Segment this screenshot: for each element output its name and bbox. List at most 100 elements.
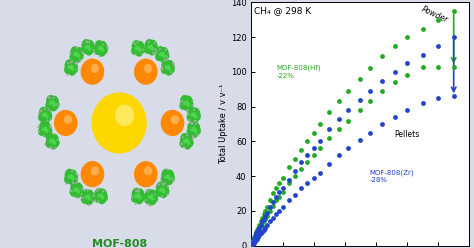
Circle shape — [134, 59, 158, 85]
Circle shape — [75, 63, 77, 65]
Circle shape — [76, 68, 78, 70]
Circle shape — [94, 199, 96, 202]
Circle shape — [73, 52, 77, 57]
Circle shape — [66, 118, 70, 123]
Point — [260, 212, 268, 216]
Circle shape — [81, 45, 89, 54]
Circle shape — [157, 182, 164, 190]
Circle shape — [81, 59, 104, 85]
Circle shape — [132, 189, 139, 198]
Point — [297, 186, 305, 190]
Circle shape — [54, 147, 56, 150]
Point — [378, 122, 386, 126]
Circle shape — [85, 40, 87, 42]
Circle shape — [71, 67, 75, 71]
Circle shape — [138, 195, 142, 200]
Circle shape — [149, 40, 156, 48]
Circle shape — [41, 112, 49, 120]
Circle shape — [74, 183, 82, 191]
Circle shape — [143, 49, 145, 51]
Circle shape — [47, 108, 49, 111]
Circle shape — [99, 193, 103, 197]
Point — [344, 108, 352, 112]
Circle shape — [161, 175, 169, 184]
Point — [248, 242, 256, 246]
Circle shape — [89, 41, 91, 43]
Circle shape — [67, 65, 71, 69]
Point — [249, 240, 257, 244]
Point — [316, 139, 324, 143]
Circle shape — [107, 47, 109, 49]
Circle shape — [188, 108, 195, 117]
Circle shape — [189, 119, 191, 121]
Point — [273, 212, 280, 216]
Circle shape — [38, 113, 46, 122]
Circle shape — [159, 54, 167, 62]
Circle shape — [186, 109, 189, 111]
Point — [326, 136, 333, 140]
Circle shape — [72, 170, 73, 172]
Circle shape — [82, 190, 90, 199]
Circle shape — [76, 54, 80, 58]
Point — [260, 217, 268, 221]
Circle shape — [75, 173, 77, 175]
Circle shape — [161, 183, 163, 185]
Circle shape — [44, 126, 47, 131]
Point — [255, 223, 263, 227]
Circle shape — [191, 122, 200, 131]
Circle shape — [147, 68, 149, 70]
Circle shape — [181, 100, 183, 102]
Circle shape — [98, 48, 106, 56]
Circle shape — [181, 143, 182, 145]
Circle shape — [76, 62, 78, 64]
Point — [285, 198, 292, 202]
Circle shape — [92, 200, 94, 202]
Circle shape — [50, 111, 52, 113]
Point — [291, 193, 299, 197]
Circle shape — [102, 43, 104, 45]
Circle shape — [187, 127, 194, 136]
Circle shape — [74, 47, 82, 56]
Circle shape — [168, 115, 180, 128]
Circle shape — [85, 47, 93, 55]
Circle shape — [120, 111, 129, 122]
Circle shape — [93, 67, 97, 71]
Circle shape — [86, 191, 94, 200]
Circle shape — [49, 101, 53, 105]
Circle shape — [162, 59, 170, 68]
Circle shape — [89, 167, 99, 178]
Circle shape — [192, 135, 194, 137]
Circle shape — [135, 48, 143, 56]
Circle shape — [149, 44, 153, 49]
Circle shape — [137, 45, 140, 50]
Circle shape — [50, 96, 58, 104]
Circle shape — [73, 186, 80, 195]
Circle shape — [50, 146, 52, 149]
Circle shape — [82, 52, 84, 54]
Circle shape — [54, 110, 78, 136]
Circle shape — [137, 41, 139, 43]
Circle shape — [167, 174, 175, 183]
Point — [253, 233, 260, 237]
Circle shape — [158, 51, 166, 60]
Circle shape — [154, 52, 156, 54]
Point — [260, 228, 268, 232]
Circle shape — [165, 55, 168, 57]
Point — [434, 44, 442, 48]
Circle shape — [94, 94, 145, 150]
Circle shape — [147, 194, 155, 202]
Circle shape — [70, 190, 72, 192]
Circle shape — [191, 108, 200, 116]
Circle shape — [186, 138, 193, 147]
Circle shape — [64, 65, 72, 74]
Circle shape — [168, 176, 172, 181]
Point — [251, 238, 258, 242]
Point — [403, 108, 411, 112]
Circle shape — [71, 46, 79, 55]
Circle shape — [44, 108, 46, 110]
Point — [366, 89, 374, 93]
Circle shape — [194, 120, 196, 122]
Circle shape — [41, 126, 49, 134]
Circle shape — [47, 95, 55, 104]
Point — [262, 209, 269, 213]
